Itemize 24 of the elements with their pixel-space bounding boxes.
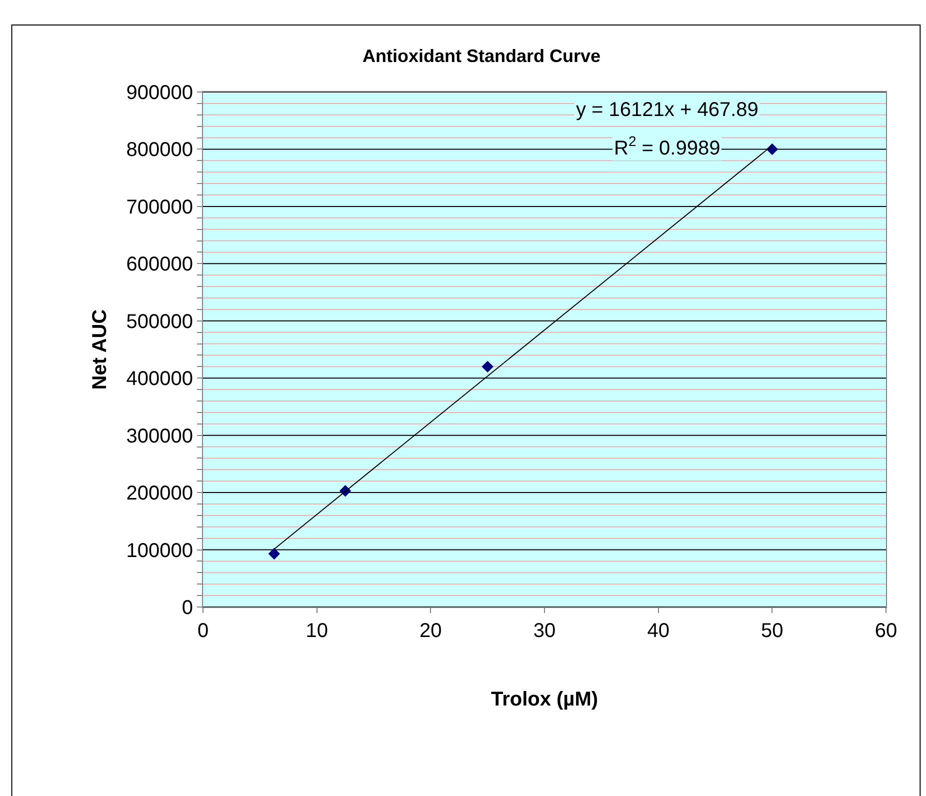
- x-tick-label: 0: [197, 620, 209, 642]
- point: [268, 548, 280, 560]
- point: [482, 360, 494, 373]
- x-tick-label: 60: [874, 620, 898, 642]
- y-tick-label: 100000: [126, 540, 193, 562]
- x-axis-title: Trolox (µM): [490, 688, 598, 710]
- annotation: R$^{2}$ = 0.9989: [614, 133, 720, 160]
- y-tick-label: 400000: [126, 368, 193, 390]
- x-tick-label: 50: [761, 620, 784, 642]
- x-tick-label: 10: [306, 620, 328, 642]
- y-tick-label: 800000: [126, 139, 193, 162]
- x-tick-label: 40: [647, 620, 670, 642]
- y-tick-label: 200000: [126, 482, 193, 505]
- y-tick-label: 600000: [126, 254, 193, 276]
- chart-title: Antioxidant Standard Curve: [362, 46, 601, 66]
- x-tick-label: 20: [420, 620, 442, 642]
- y-tick-label: 300000: [126, 425, 193, 448]
- y-tick-label: 700000: [126, 196, 193, 218]
- y-tick-label: 500000: [126, 310, 193, 333]
- annotation: y = 16121x + 467.89: [576, 99, 758, 121]
- x-tick-label: 30: [533, 620, 556, 642]
- y-axis-title: Net AUC: [88, 309, 111, 390]
- y-tick-label: 900000: [126, 82, 193, 104]
- y-tick-label: 0: [182, 597, 193, 619]
